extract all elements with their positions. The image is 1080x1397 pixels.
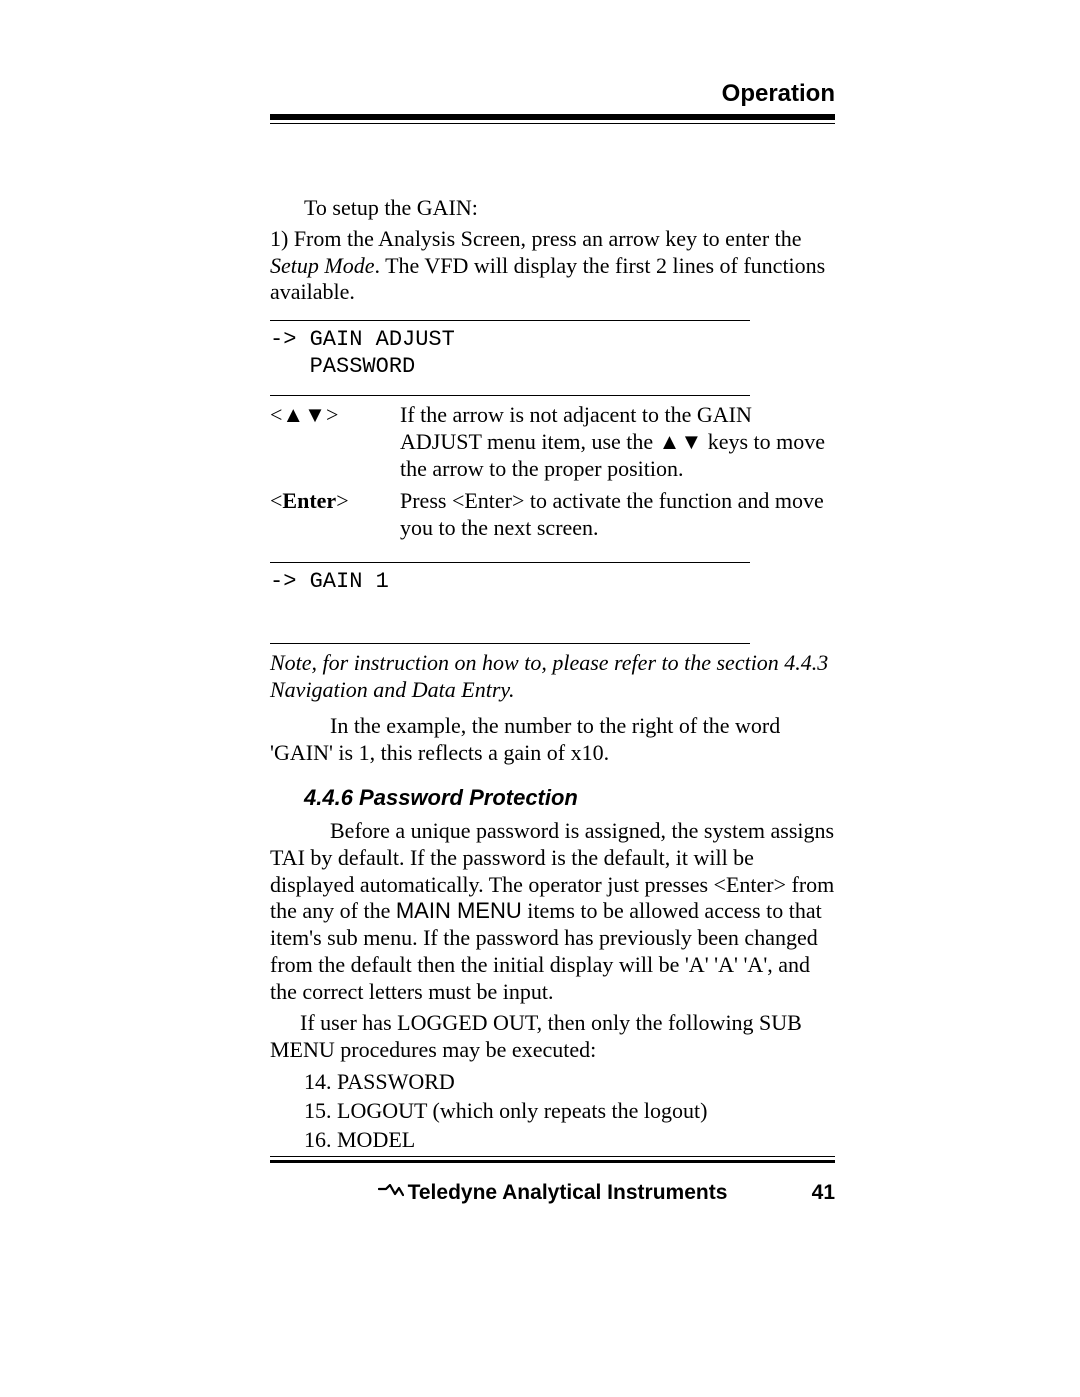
code-block-2: -> GAIN 1 bbox=[270, 569, 835, 596]
pwd-para-2: If user has LOGGED OUT, then only the fo… bbox=[270, 1010, 835, 1064]
pwd-para-1-sans: MAIN MENU bbox=[396, 898, 522, 923]
footer-center: Teledyne Analytical Instruments bbox=[270, 1181, 835, 1208]
page-body: To setup the GAIN: 1) From the Analysis … bbox=[270, 195, 835, 1156]
key-enter-bold: Enter bbox=[282, 488, 336, 513]
section-heading: 4.4.6 Password Protection bbox=[304, 785, 835, 812]
teledyne-logo-icon bbox=[378, 1184, 404, 1208]
footer-page-number: 41 bbox=[812, 1181, 835, 1205]
list-item-14: 14. PASSWORD bbox=[304, 1069, 835, 1096]
code-rule-2-bottom bbox=[270, 643, 750, 644]
step-1-a: 1) From the Analysis Screen, press an ar… bbox=[270, 226, 802, 251]
intro-smallcaps: GAIN bbox=[417, 195, 472, 220]
step-1: 1) From the Analysis Screen, press an ar… bbox=[270, 226, 835, 306]
pwd-para-1: Before a unique password is assigned, th… bbox=[270, 818, 835, 1006]
example-para: In the example, the number to the right … bbox=[270, 713, 835, 767]
footer-line: Teledyne Analytical Instruments 41 bbox=[270, 1181, 835, 1207]
list-item-16: 16. MODEL bbox=[304, 1127, 835, 1154]
footer-brand: Teledyne Analytical Instruments bbox=[408, 1181, 728, 1204]
key-enter-desc: Press <Enter> to activate the function a… bbox=[400, 488, 835, 548]
code-block-1: -> GAIN ADJUST PASSWORD bbox=[270, 327, 835, 381]
footer-rule-thin bbox=[270, 1156, 835, 1157]
list-item-15: 15. LOGOUT (which only repeats the logou… bbox=[304, 1098, 835, 1125]
intro-suffix: : bbox=[472, 195, 478, 220]
header-title: Operation bbox=[270, 80, 835, 108]
key-table: <▲▼> If the arrow is not adjacent to the… bbox=[270, 402, 835, 548]
step-1-italic: Setup Mode bbox=[270, 253, 374, 278]
footer-rule-thick bbox=[270, 1160, 835, 1163]
list-block: 14. PASSWORD 15. LOGOUT (which only repe… bbox=[304, 1069, 835, 1153]
page: Operation To setup the GAIN: 1) From the… bbox=[0, 0, 1080, 1397]
key-enter-label: <Enter> bbox=[270, 488, 400, 548]
page-header: Operation bbox=[270, 80, 835, 132]
key-row-enter: <Enter> Press <Enter> to activate the fu… bbox=[270, 488, 835, 548]
code-rule-1-bottom bbox=[270, 395, 750, 396]
code-rule-1-top bbox=[270, 320, 750, 321]
header-rule-thick bbox=[270, 114, 835, 120]
page-footer: Teledyne Analytical Instruments 41 bbox=[270, 1156, 835, 1207]
key-arrows-label: <▲▼> bbox=[270, 402, 400, 488]
code-rule-2-top bbox=[270, 562, 750, 563]
key-row-arrows: <▲▼> If the arrow is not adjacent to the… bbox=[270, 402, 835, 488]
intro-prefix: To setup the bbox=[304, 195, 417, 220]
header-rule-thin bbox=[270, 123, 835, 124]
intro-line: To setup the GAIN: bbox=[270, 195, 835, 222]
note-block: Note, for instruction on how to, please … bbox=[270, 650, 835, 704]
key-arrows-desc: If the arrow is not adjacent to the GAIN… bbox=[400, 402, 835, 488]
